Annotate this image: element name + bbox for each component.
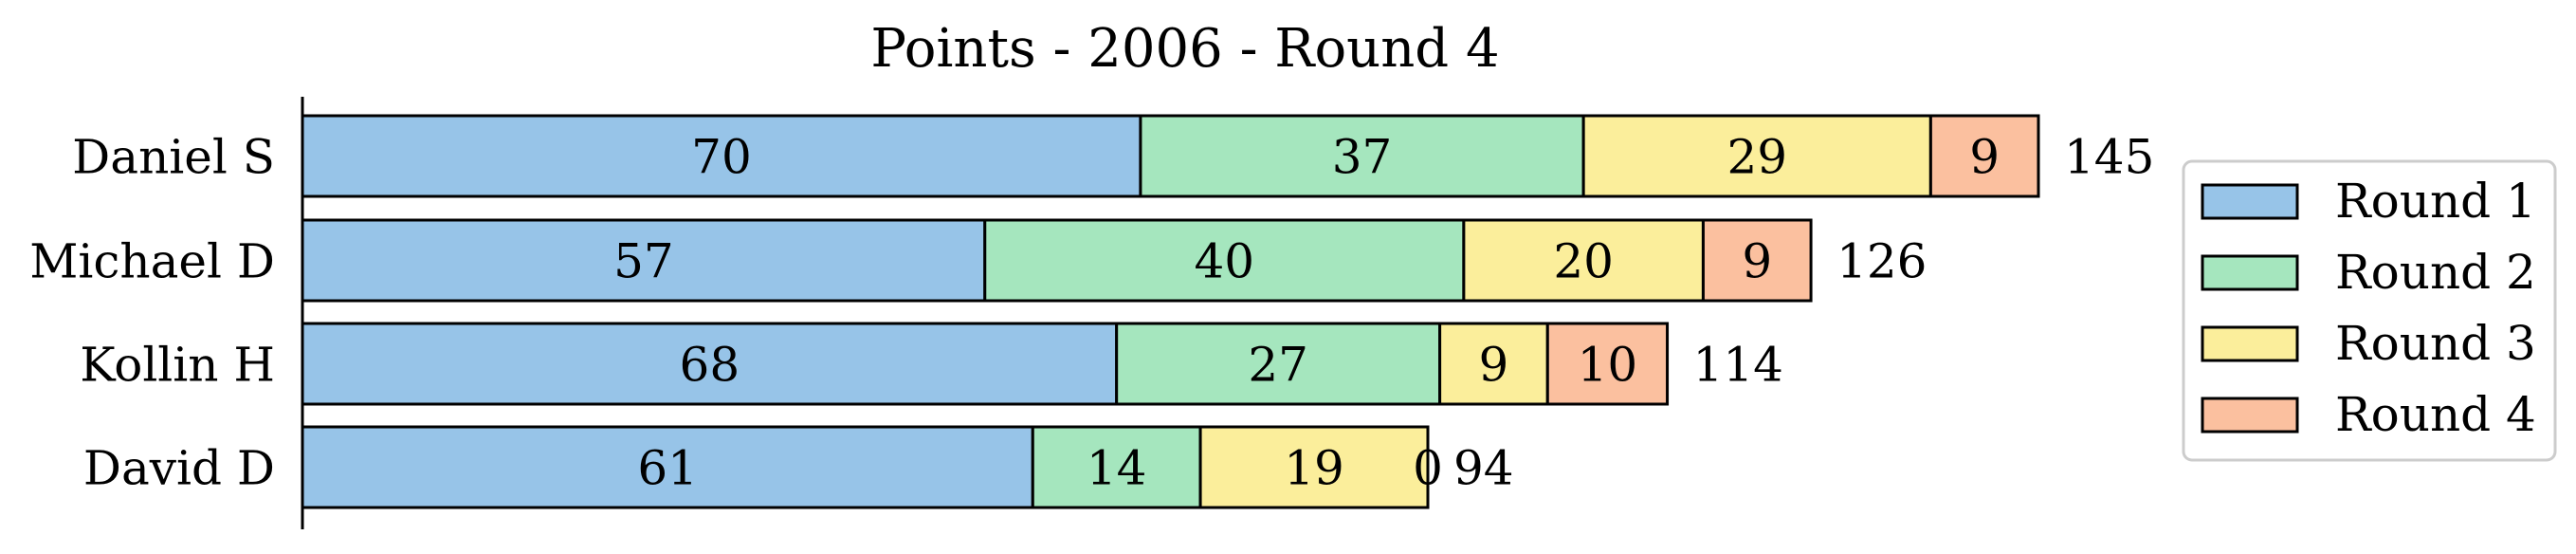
bar-value-label: 37 (1332, 130, 1393, 185)
bar-value-label: 14 (1087, 441, 1147, 496)
bar-value-label: 70 (691, 130, 752, 185)
y-tick-label: Kollin H (80, 338, 275, 393)
legend-swatch (2201, 325, 2299, 362)
bar-value-label: 19 (1284, 441, 1344, 496)
bar-area: 70 37 29 9 145 57 40 20 9 126 68 27 9 10 114 61 14 19 0 94 (301, 114, 2154, 509)
bar-segment (301, 218, 987, 303)
legend-swatch (2201, 397, 2299, 434)
bar-value-label: 9 (1742, 234, 1772, 289)
y-axis-labels: Daniel S Michael D Kollin H David D (29, 130, 275, 496)
legend-frame (2182, 159, 2557, 462)
legend-label: Round 3 (2335, 316, 2536, 371)
bar-segment (1031, 425, 1202, 509)
chart-title: Points - 2006 - Round 4 (870, 18, 1499, 80)
y-tick-label: Daniel S (72, 130, 275, 185)
bar-value-label: 9 (1479, 338, 1509, 393)
bar-value-label: 27 (1248, 338, 1308, 393)
bar-value-label: 29 (1726, 130, 1787, 185)
bar-value-label: 57 (613, 234, 674, 289)
legend-swatch (2201, 254, 2299, 291)
bar-segment (301, 425, 1034, 509)
bar-segment (1581, 114, 1932, 198)
legend-swatch (2201, 183, 2299, 220)
bar-value-label: 0 (1413, 441, 1443, 496)
bar-segment (301, 114, 1142, 198)
bar-segment (983, 218, 1466, 303)
bar-value-label: 9 (1969, 130, 2000, 185)
legend: Round 1 Round 2 Round 3 Round 4 (2182, 159, 2557, 462)
y-tick-label: David D (83, 441, 275, 496)
bar-segment (1462, 218, 1705, 303)
bar-segment (1115, 322, 1442, 406)
bar-total-label: 126 (1836, 234, 1927, 289)
legend-label: Round 4 (2335, 387, 2536, 442)
legend-label: Round 1 (2335, 174, 2536, 229)
bar-segment (1139, 114, 1585, 198)
bar-value-label: 68 (680, 338, 740, 393)
legend-label: Round 2 (2335, 245, 2536, 300)
bar-value-label: 61 (637, 441, 698, 496)
bar-total-label: 145 (2064, 130, 2154, 185)
bar-total-label: 94 (1453, 441, 1514, 496)
bar-value-label: 20 (1553, 234, 1614, 289)
bar-total-label: 114 (1693, 338, 1783, 393)
bar-segment (1545, 322, 1670, 406)
y-tick-label: Michael D (29, 234, 275, 289)
bar-segment (1928, 114, 2040, 198)
bar-segment (1198, 425, 1430, 509)
bar-value-label: 40 (1195, 234, 1255, 289)
bar-value-label: 10 (1578, 338, 1638, 393)
bar-segment (1701, 218, 1813, 303)
